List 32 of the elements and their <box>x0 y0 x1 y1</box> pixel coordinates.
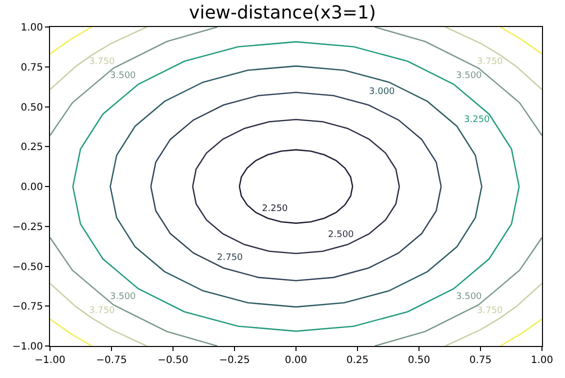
series-label: 2.500 <box>328 230 354 240</box>
x-tick-label: 1.00 <box>530 355 554 366</box>
x-tick-label: −1.00 <box>34 355 66 366</box>
series-label: 3.750 <box>477 57 504 67</box>
series-label: 3.500 <box>110 292 136 302</box>
text: 3.750 <box>89 57 115 67</box>
y-tick-label: 0.75 <box>20 62 43 74</box>
y-tick-label: −1.00 <box>12 342 43 352</box>
series-label: 2.250 <box>262 204 288 214</box>
series-label: 3.250 <box>464 115 490 125</box>
y-tick-label: −0.25 <box>12 222 43 233</box>
x-tick-label: −0.75 <box>96 355 127 366</box>
series-label: 3.000 <box>369 87 396 97</box>
y-tick-label: 0.00 <box>20 182 43 193</box>
x-tick-label: 0.50 <box>408 355 430 366</box>
text: 3.750 <box>89 306 115 316</box>
x-tick-label: 0.75 <box>469 355 492 366</box>
text: 3.500 <box>110 71 136 81</box>
chart-title: view-distance(x3=1) <box>189 2 376 24</box>
x-tick-label: 0.25 <box>346 355 369 366</box>
text: 3.500 <box>456 71 482 81</box>
series-label: 2.750 <box>217 253 244 263</box>
y-tick-label: −0.50 <box>12 262 43 273</box>
y-tick-label: −0.75 <box>12 302 43 313</box>
x-tick-label: −0.50 <box>158 355 188 366</box>
text: 3.500 <box>456 292 482 302</box>
y-tick-label: 1.00 <box>20 22 43 34</box>
y-tick-label: 0.25 <box>20 142 43 154</box>
text: 3.750 <box>477 306 503 316</box>
x-tick-label: −0.25 <box>219 355 250 366</box>
x-tick-label: 0.00 <box>284 355 308 366</box>
y-tick-label: 0.50 <box>20 102 43 114</box>
